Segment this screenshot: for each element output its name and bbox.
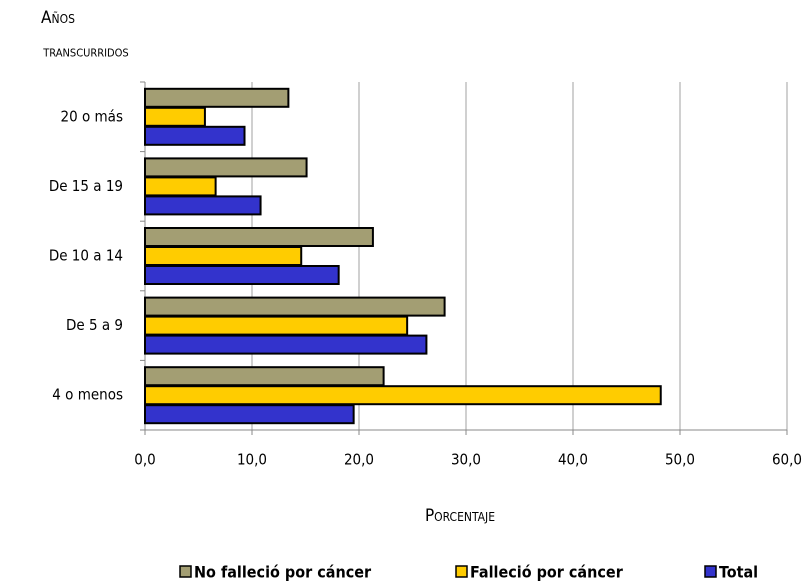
x-tick-label: 50,0 (665, 451, 695, 469)
legend-label: Falleció por cáncer (470, 563, 624, 582)
x-axis-label: Porcentaje (425, 506, 495, 526)
x-tick-label: 0,0 (134, 451, 155, 469)
bar (144, 176, 217, 197)
legend-label: Total (719, 563, 758, 582)
y-axis-label: Años (41, 8, 75, 28)
bar (144, 246, 303, 266)
bar (144, 265, 340, 285)
bar (144, 87, 290, 108)
y-tick-label: 4 o menos (52, 386, 123, 404)
y-tick-label: De 5 a 9 (66, 316, 123, 334)
bar (144, 315, 409, 336)
legend-label: No falleció por cáncer (194, 563, 372, 582)
y-tick-label: De 15 a 19 (49, 177, 123, 195)
x-tick-label: 10,0 (237, 451, 267, 469)
y-tick-label: De 10 a 14 (49, 247, 123, 265)
bar (144, 385, 662, 406)
bar (144, 334, 428, 355)
bar (144, 296, 446, 317)
legend-swatch (704, 565, 717, 578)
x-tick-label: 40,0 (558, 451, 588, 469)
bar (144, 106, 206, 127)
legend-swatch (455, 565, 468, 578)
bar (144, 227, 374, 247)
bar (144, 157, 308, 178)
legend-swatch (179, 565, 192, 578)
bar (144, 366, 385, 387)
bar (144, 404, 355, 425)
x-tick-label: 20,0 (344, 451, 374, 469)
x-tick-label: 30,0 (451, 451, 481, 469)
bar (144, 195, 262, 216)
bar (144, 125, 246, 146)
x-tick-label: 60,0 (772, 451, 802, 469)
y-tick-label: 20 o más (61, 107, 123, 125)
y-axis-label: transcurridos (42, 42, 128, 61)
